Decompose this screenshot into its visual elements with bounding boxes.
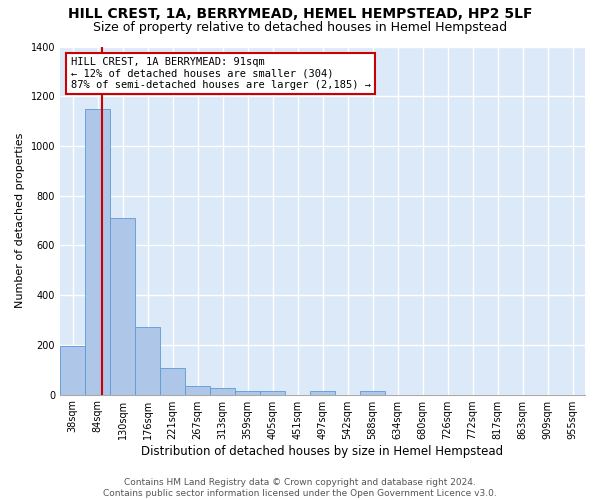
Bar — [235, 391, 260, 394]
Bar — [110, 218, 135, 394]
Bar — [310, 390, 335, 394]
Bar — [160, 368, 185, 394]
Text: Size of property relative to detached houses in Hemel Hempstead: Size of property relative to detached ho… — [93, 21, 507, 34]
Bar — [85, 108, 110, 395]
Text: Contains HM Land Registry data © Crown copyright and database right 2024.
Contai: Contains HM Land Registry data © Crown c… — [103, 478, 497, 498]
X-axis label: Distribution of detached houses by size in Hemel Hempstead: Distribution of detached houses by size … — [142, 444, 503, 458]
Text: HILL CREST, 1A, BERRYMEAD, HEMEL HEMPSTEAD, HP2 5LF: HILL CREST, 1A, BERRYMEAD, HEMEL HEMPSTE… — [68, 8, 532, 22]
Text: HILL CREST, 1A BERRYMEAD: 91sqm
← 12% of detached houses are smaller (304)
87% o: HILL CREST, 1A BERRYMEAD: 91sqm ← 12% of… — [71, 57, 371, 90]
Bar — [210, 388, 235, 394]
Bar — [185, 386, 210, 394]
Bar — [360, 390, 385, 394]
Bar — [135, 328, 160, 394]
Bar — [60, 346, 85, 395]
Y-axis label: Number of detached properties: Number of detached properties — [15, 133, 25, 308]
Bar — [260, 392, 285, 394]
